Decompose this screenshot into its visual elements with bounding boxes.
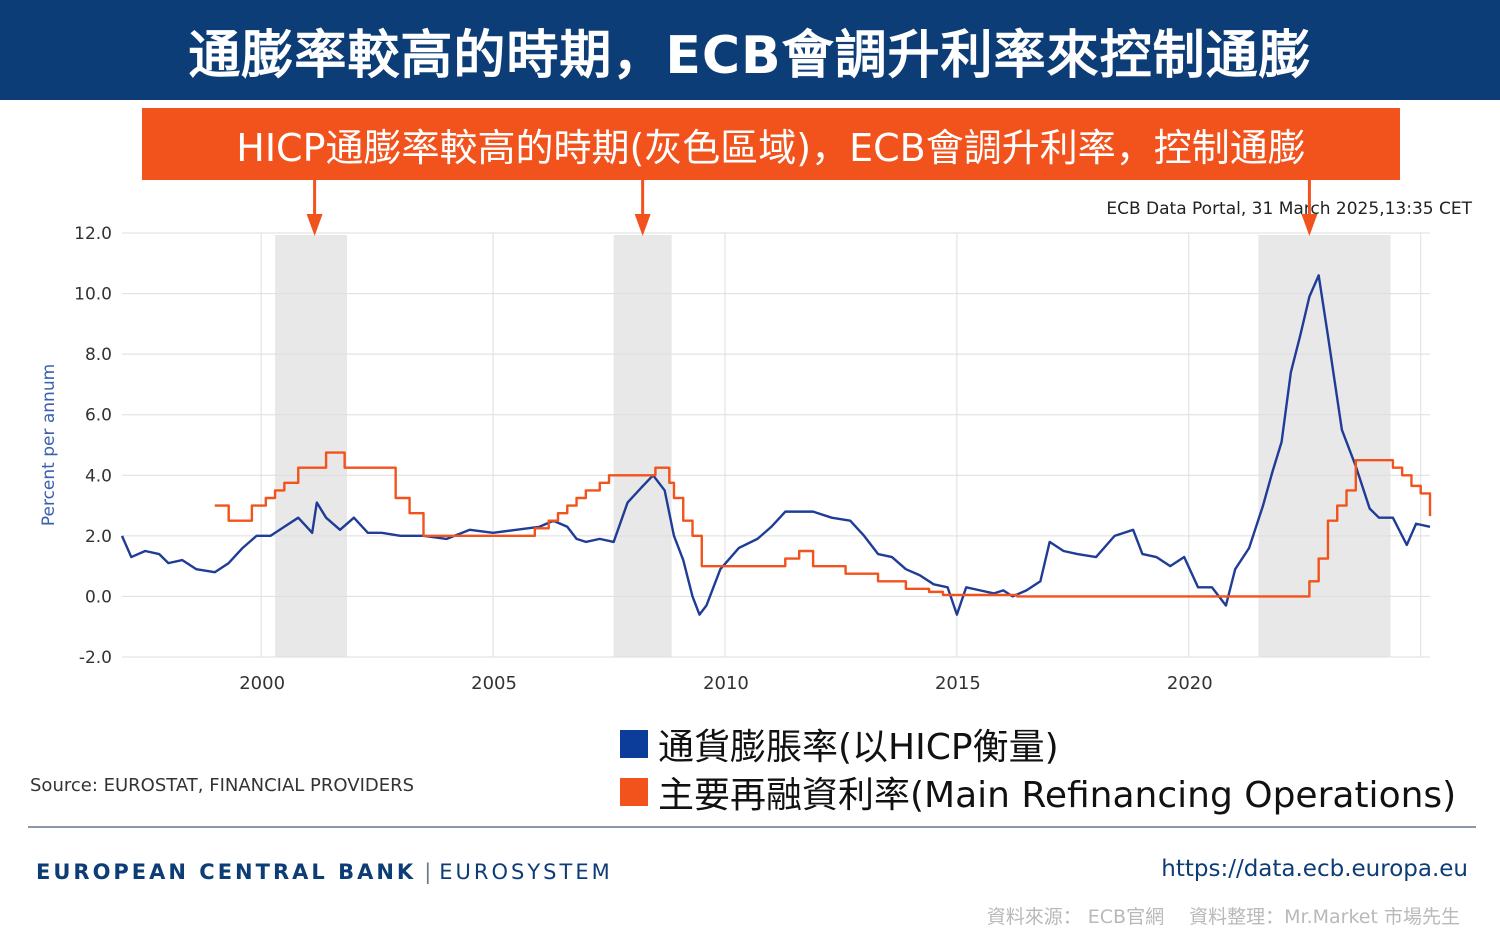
x-tick-label: 2015 [935,673,981,694]
y-tick-label: 12.0 [74,224,112,244]
legend-label-hicp: 通貨膨脹率(以HICP衡量) [658,727,1059,768]
legend-label-mro: 主要再融資利率(Main Refinancing Operations) [658,775,1457,816]
shaded-period-2 [613,235,672,657]
legend-swatch-hicp [620,730,648,758]
callout-arrowhead-2 [634,214,651,236]
legend-swatch-mro [620,778,648,806]
series-line-hicp [120,274,1431,616]
callout-arrowhead-3 [1301,214,1318,236]
y-tick-label: 2.0 [85,527,112,547]
chart: 12.0 10.0 8.0 6.0 4.0 2.0 0.0 -2.0 2000 2005 2010 2… [39,180,1473,694]
x-tick-label: 2010 [703,673,749,694]
legend-item-hicp: 通貨膨脹率(以HICP衡量) [620,720,1456,768]
callout-box: HICP通膨率較高的時期(灰色區域)，ECB會調升利率，控制通膨 [142,108,1400,180]
wordmark-separator: | [424,860,432,884]
banner-title: 通膨率較高的時期，ECB會調升利率來控制通膨 [188,25,1312,86]
y-axis-label: Percent per annum [39,364,59,526]
banner: 通膨率較高的時期，ECB會調升利率來控制通膨 [0,0,1500,100]
shaded-period-1 [275,235,347,657]
x-tick-label: 2020 [1167,673,1213,694]
ecb-wordmark: EUROPEAN CENTRAL BANK | EUROSYSTEM [36,860,613,884]
callout-arrowhead-1 [306,214,323,236]
divider [28,826,1476,828]
y-tick-label: 0.0 [85,587,112,607]
x-tick-label: 2005 [471,673,517,694]
legend: 通貨膨脹率(以HICP衡量) 主要再融資利率(Main Refinancing … [620,720,1456,816]
x-tick-label: 2000 [239,673,285,694]
bank-name: EUROPEAN CENTRAL BANK [36,860,417,884]
credit-note: 資料來源： ECB官網 資料整理：Mr.Market 市場先生 [986,906,1460,928]
eurosystem-name: EUROSYSTEM [439,860,613,884]
portal-url[interactable]: https://data.ecb.europa.eu [1161,856,1468,882]
callout-text: HICP通膨率較高的時期(灰色區域)，ECB會調升利率，控制通膨 [236,125,1306,170]
y-tick-label: 10.0 [74,285,112,305]
source-note: Source: EUROSTAT, FINANCIAL PROVIDERS [30,775,415,796]
chart-timestamp: ECB Data Portal, 31 March 2025,13:35 CET [1106,199,1472,219]
y-tick-label: 8.0 [85,345,112,365]
series-line-mro [214,451,1432,598]
shaded-period-3 [1258,235,1391,657]
y-tick-label: 4.0 [85,466,112,486]
y-tick-label: -2.0 [79,648,112,668]
legend-item-mro: 主要再融資利率(Main Refinancing Operations) [620,768,1456,816]
y-tick-label: 6.0 [85,406,112,426]
